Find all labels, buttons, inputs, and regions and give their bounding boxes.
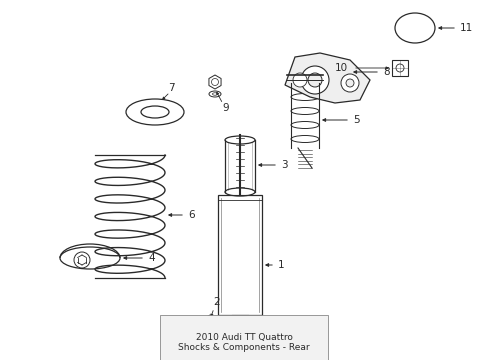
- Circle shape: [204, 327, 215, 337]
- Polygon shape: [205, 315, 214, 325]
- Text: 6: 6: [187, 210, 194, 220]
- Ellipse shape: [224, 188, 254, 196]
- Text: 2: 2: [213, 297, 219, 307]
- Ellipse shape: [126, 99, 183, 125]
- FancyBboxPatch shape: [218, 195, 262, 315]
- Polygon shape: [285, 53, 369, 103]
- Circle shape: [395, 64, 403, 72]
- Ellipse shape: [290, 122, 318, 129]
- Circle shape: [340, 74, 358, 92]
- Circle shape: [301, 66, 328, 94]
- Circle shape: [229, 325, 249, 345]
- Circle shape: [346, 79, 353, 87]
- Ellipse shape: [212, 93, 217, 95]
- Text: 10: 10: [334, 63, 347, 73]
- Text: 8: 8: [382, 67, 389, 77]
- Text: 2010 Audi TT Quattro
Shocks & Components - Rear: 2010 Audi TT Quattro Shocks & Components…: [178, 333, 309, 352]
- Text: 11: 11: [459, 23, 472, 33]
- Ellipse shape: [60, 247, 120, 269]
- Ellipse shape: [290, 135, 318, 143]
- Polygon shape: [208, 75, 221, 89]
- FancyBboxPatch shape: [391, 60, 407, 76]
- Circle shape: [207, 329, 212, 334]
- Ellipse shape: [290, 108, 318, 114]
- Text: 7: 7: [168, 83, 174, 93]
- Text: 9: 9: [222, 103, 228, 113]
- Ellipse shape: [141, 106, 169, 118]
- Ellipse shape: [224, 136, 254, 144]
- Ellipse shape: [290, 94, 318, 100]
- Ellipse shape: [290, 80, 318, 86]
- Circle shape: [307, 73, 321, 87]
- Text: 3: 3: [281, 160, 287, 170]
- Text: 1: 1: [278, 260, 284, 270]
- Circle shape: [222, 317, 258, 353]
- Ellipse shape: [394, 13, 434, 43]
- Circle shape: [74, 252, 90, 268]
- Ellipse shape: [208, 91, 221, 97]
- Circle shape: [292, 73, 306, 87]
- Circle shape: [211, 78, 218, 86]
- Text: 4: 4: [148, 253, 154, 263]
- Text: 5: 5: [352, 115, 359, 125]
